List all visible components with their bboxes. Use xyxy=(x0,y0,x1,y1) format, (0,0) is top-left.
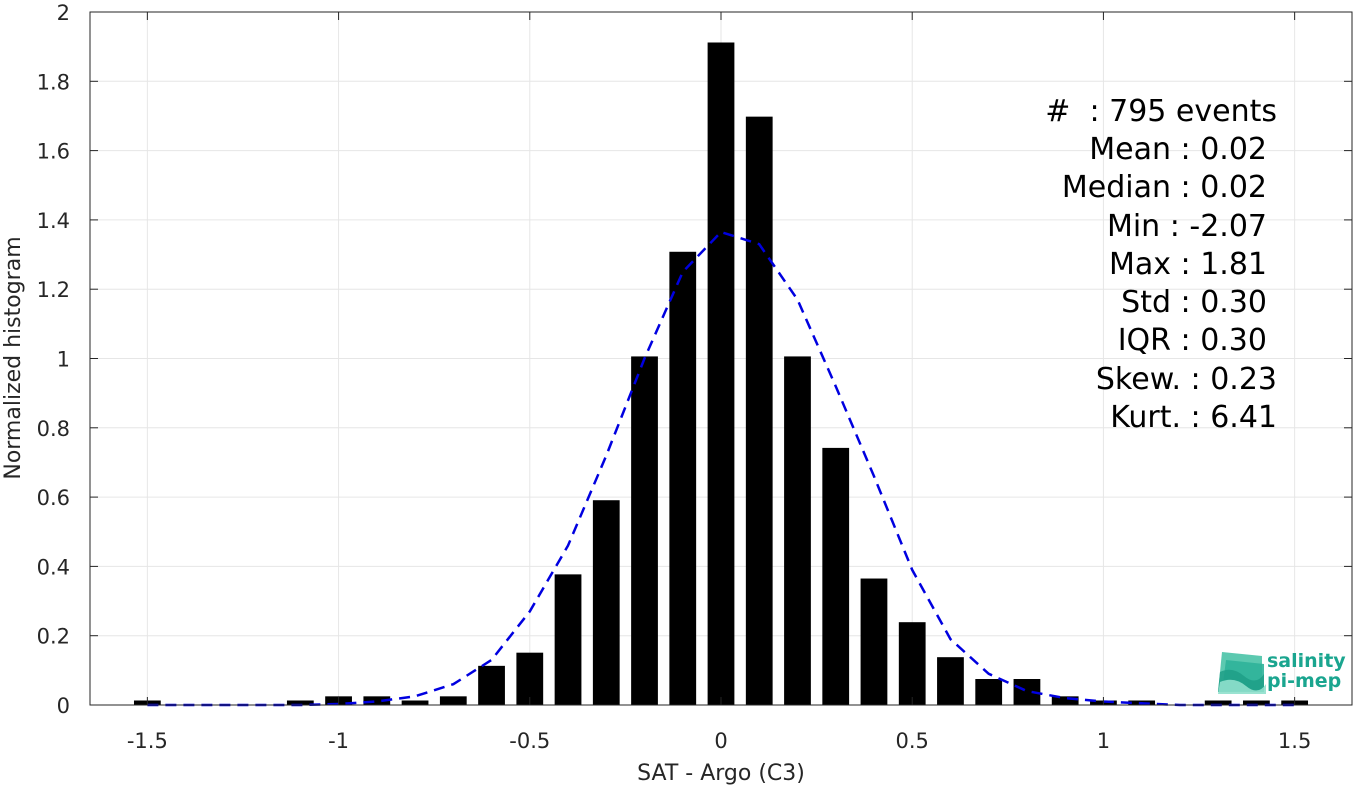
y-tick-label: 1.6 xyxy=(37,140,70,164)
histogram-bar xyxy=(401,700,429,705)
histogram-bar xyxy=(669,251,697,705)
histogram-bar xyxy=(1243,700,1270,705)
y-tick-labels: 0 0.2 0.4 0.6 0.8 1 1.2 1.4 1.6 1.8 2 xyxy=(37,1,70,718)
histogram-bar xyxy=(745,116,773,705)
histogram-bar xyxy=(554,574,582,705)
stat-events: # : 795 events xyxy=(1045,94,1277,129)
histogram-bar xyxy=(592,500,620,705)
stat-skewness: Skew. : 0.23 xyxy=(1096,362,1277,397)
histogram-bar xyxy=(898,622,926,705)
axis-ticks xyxy=(90,11,1352,706)
logo-text-salinity: salinity xyxy=(1267,650,1346,672)
y-tick-label: 1.2 xyxy=(37,278,70,302)
stat-mean: Mean : 0.02 xyxy=(1089,132,1267,167)
y-tick-label: 2 xyxy=(57,1,70,25)
x-tick-label: -1 xyxy=(328,729,349,753)
stat-kurtosis: Kurt. : 6.41 xyxy=(1110,400,1277,435)
histogram-bar xyxy=(937,657,964,705)
x-tick-label: 1.5 xyxy=(1278,729,1311,753)
y-tick-label: 1.8 xyxy=(37,70,70,94)
histogram-bar xyxy=(631,356,658,705)
histogram-bar xyxy=(822,447,850,705)
histogram-bar xyxy=(975,679,1003,705)
y-tick-label: 0.6 xyxy=(37,486,70,510)
histogram-bar xyxy=(286,700,314,705)
salinity-pi-mep-logo: salinity pi-mep xyxy=(1218,650,1346,694)
stat-min: Min : -2.07 xyxy=(1107,209,1267,244)
y-tick-label: 0.4 xyxy=(37,555,70,579)
stat-median: Median : 0.02 xyxy=(1062,170,1267,205)
x-axis-title: SAT - Argo (C3) xyxy=(637,761,805,786)
x-tick-label: 1 xyxy=(1097,729,1110,753)
x-tick-label: 0 xyxy=(714,729,727,753)
wave-logo-icon xyxy=(1218,652,1266,694)
x-tick-label: -1.5 xyxy=(127,729,168,753)
histogram-bars xyxy=(133,42,1309,705)
y-tick-label: 1.4 xyxy=(37,209,70,233)
histogram-bar xyxy=(707,42,735,705)
histogram-bar xyxy=(860,578,888,705)
histogram-bar xyxy=(516,652,544,705)
stat-iqr: IQR : 0.30 xyxy=(1118,323,1267,358)
x-tick-label: -0.5 xyxy=(509,729,550,753)
stat-max: Max : 1.81 xyxy=(1109,247,1267,282)
histogram-bar xyxy=(478,665,505,705)
histogram-bar xyxy=(784,356,811,705)
histogram-bar xyxy=(1204,700,1232,705)
statistics-annotation: # : 795 events Mean : 0.02 Median : 0.02… xyxy=(1045,94,1277,435)
x-tick-labels: -1.5 -1 -0.5 0 0.5 1 1.5 xyxy=(127,729,1311,753)
stat-std: Std : 0.30 xyxy=(1121,285,1267,320)
y-tick-label: 0.8 xyxy=(37,417,70,441)
histogram-bar xyxy=(1051,696,1079,705)
logo-text-pi-mep: pi-mep xyxy=(1267,670,1341,692)
y-tick-label: 0 xyxy=(57,694,70,718)
histogram-bar xyxy=(439,696,467,705)
y-tick-label: 0.2 xyxy=(37,625,70,649)
histogram-bar xyxy=(363,696,391,705)
x-tick-label: 0.5 xyxy=(896,729,929,753)
y-axis-title: Normalized histogram xyxy=(1,236,26,479)
y-tick-label: 1 xyxy=(57,348,70,372)
